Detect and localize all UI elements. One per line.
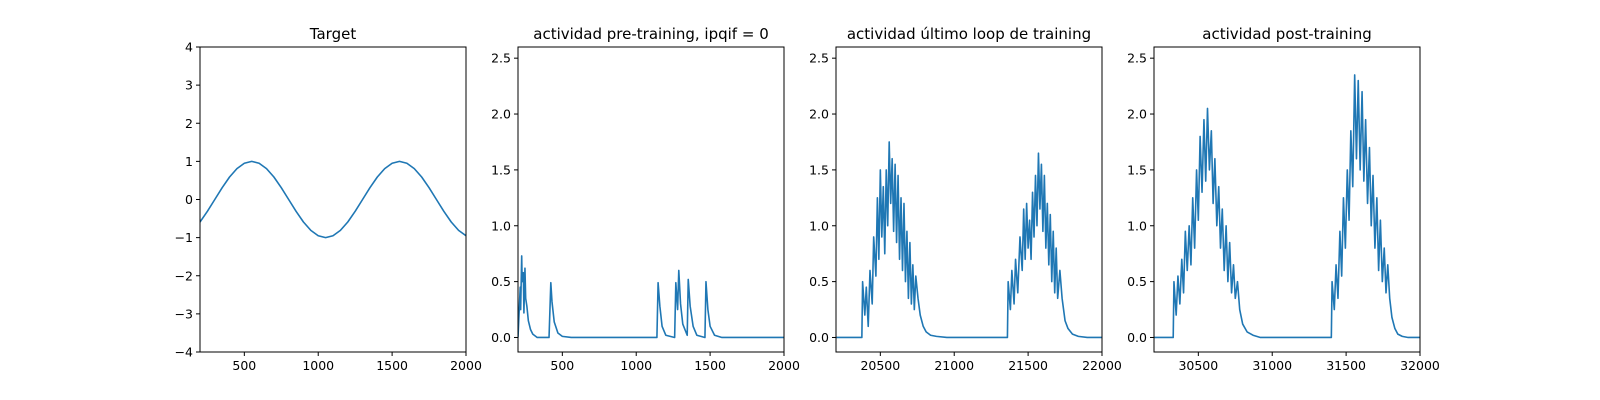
y-tick-label: 1: [185, 154, 193, 169]
x-tick-label: 500: [232, 358, 256, 373]
y-tick-label: 2.5: [1127, 51, 1147, 66]
y-tick-label: 2.0: [1127, 107, 1147, 122]
x-tick-label: 1000: [620, 358, 652, 373]
x-tick-label: 21500: [1008, 358, 1048, 373]
x-tick-label: 32000: [1400, 358, 1440, 373]
y-tick-label: 1.0: [809, 218, 829, 233]
y-tick-label: 2.5: [491, 51, 511, 66]
x-tick-label: 21000: [934, 358, 974, 373]
x-tick-label: 31500: [1326, 358, 1366, 373]
y-tick-label: 1.5: [491, 162, 511, 177]
subplot-title: actividad pre-training, ipqif = 0: [533, 25, 769, 43]
y-tick-label: −1: [175, 230, 193, 245]
subplot-title: actividad post-training: [1202, 25, 1371, 43]
y-tick-label: 0.0: [491, 330, 511, 345]
y-tick-label: 1.5: [1127, 162, 1147, 177]
x-tick-label: 1500: [376, 358, 408, 373]
y-tick-label: 3: [185, 78, 193, 93]
axes-frame: [1153, 46, 1421, 353]
y-tick-label: 1.0: [1127, 218, 1147, 233]
x-tick-label: 22000: [1082, 358, 1122, 373]
axes-frame: [835, 46, 1103, 353]
y-tick-label: 2.0: [809, 107, 829, 122]
subplot-3: 20500 21000 21500 22000 0.0 0.5 1.0 1.5 2.0 2.5 ac…: [809, 25, 1122, 373]
subplot-title: actividad último loop de training: [847, 25, 1091, 43]
y-tick-label: 0.0: [809, 330, 829, 345]
subplot-4: 30500 31000 31500 32000 0.0 0.5 1.0 1.5 2.0 2.5 ac…: [1127, 25, 1440, 373]
y-tick-label: 0.5: [491, 274, 511, 289]
subplot-1: 500 1000 1500 2000 −4 −3 −2 −1 0 1 2 3 4 Target: [175, 25, 482, 373]
subplot-2: 500 1000 1500 2000 0.0 0.5 1.0 1.5 2.0 2.5 activid…: [491, 25, 800, 373]
series-line-1: [518, 255, 784, 339]
x-tick-label: 20500: [860, 358, 900, 373]
y-tick-label: 4: [185, 40, 193, 55]
y-tick-label: 0: [185, 192, 193, 207]
y-tick-label: 0.5: [809, 274, 829, 289]
y-tick-label: −3: [175, 306, 193, 321]
x-tick-label: 2000: [768, 358, 800, 373]
y-tick-label: 2.0: [491, 107, 511, 122]
axes-frame: [517, 46, 785, 353]
x-tick-label: 30500: [1178, 358, 1218, 373]
subplots: 500 1000 1500 2000 −4 −3 −2 −1 0 1 2 3 4 Target 500 100…: [175, 25, 1440, 373]
y-tick-label: 0.0: [1127, 330, 1147, 345]
y-tick-label: −4: [175, 345, 193, 360]
subplot-title: Target: [309, 25, 357, 43]
series-line-1: [200, 160, 466, 239]
x-tick-label: 1500: [694, 358, 726, 373]
y-tick-label: 1.5: [809, 162, 829, 177]
y-tick-label: 2.5: [809, 51, 829, 66]
x-tick-label: 1000: [302, 358, 334, 373]
series-line-1: [1154, 74, 1420, 339]
series-line-1: [836, 141, 1102, 339]
y-tick-label: −2: [175, 268, 193, 283]
y-tick-label: 2: [185, 116, 193, 131]
y-tick-label: 1.0: [491, 218, 511, 233]
x-tick-label: 2000: [450, 358, 482, 373]
x-tick-label: 500: [550, 358, 574, 373]
x-tick-label: 31000: [1252, 358, 1292, 373]
y-tick-label: 0.5: [1127, 274, 1147, 289]
